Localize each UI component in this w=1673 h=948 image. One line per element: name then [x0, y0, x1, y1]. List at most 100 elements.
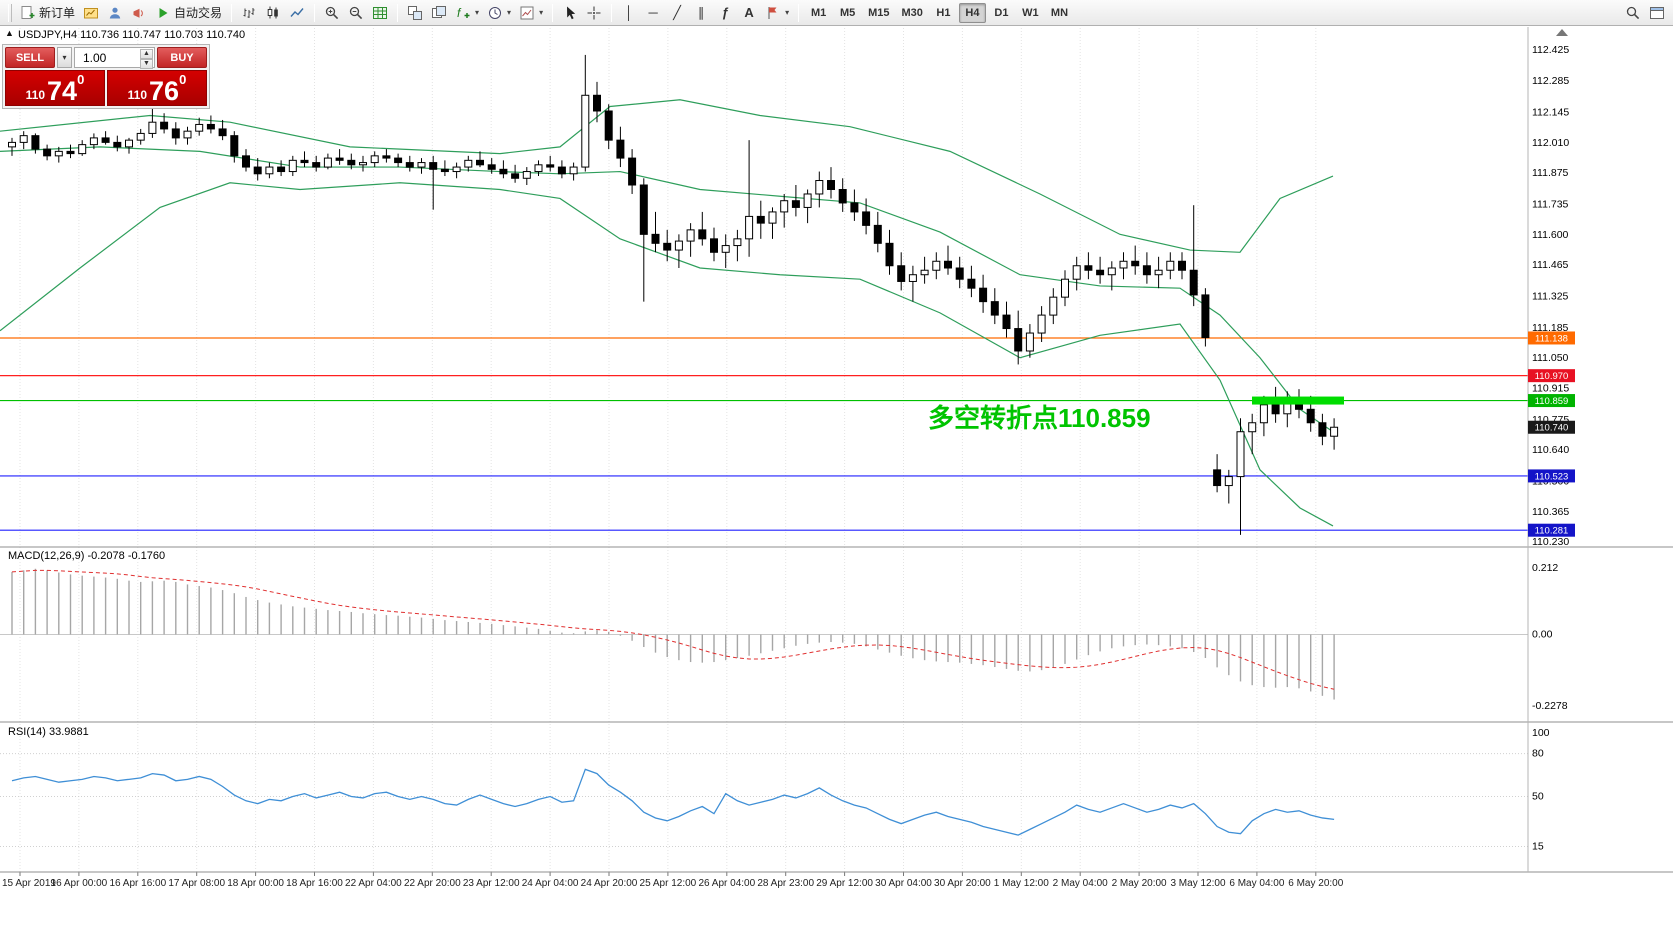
- timeframe-button-h1[interactable]: H1: [936, 6, 951, 19]
- candle-bearish: [1014, 328, 1023, 352]
- candle-bearish: [1201, 294, 1210, 339]
- candle-bearish: [850, 202, 859, 213]
- candle-bearish: [66, 150, 75, 155]
- candle-bearish: [253, 166, 262, 175]
- candle-bullish: [417, 162, 426, 168]
- cursor-button[interactable]: [558, 2, 582, 24]
- arrow-tools-button[interactable]: ▾: [761, 2, 793, 24]
- candle-bearish: [1213, 469, 1222, 487]
- rsi-axis-label: 50: [1532, 791, 1544, 803]
- candle-bearish: [1002, 314, 1011, 330]
- volume-increase-button[interactable]: ▲: [140, 49, 153, 59]
- new-chart-button[interactable]: [79, 2, 103, 24]
- volume-input[interactable]: [75, 50, 154, 65]
- indicators-button[interactable]: f ▾: [451, 2, 483, 24]
- candle-bearish: [604, 110, 613, 141]
- toolbar-grip[interactable]: [8, 3, 12, 22]
- periods-button[interactable]: ▾: [483, 2, 515, 24]
- time-label: 30 Apr 04:00: [875, 878, 932, 889]
- timeframe-button-d1[interactable]: D1: [994, 6, 1009, 19]
- candlestick-chart-button[interactable]: [261, 2, 285, 24]
- candle-bearish: [593, 94, 601, 112]
- candle-bullish: [1072, 265, 1081, 280]
- autotrading-button[interactable]: 自动交易: [151, 2, 226, 24]
- zoom-out-button[interactable]: [344, 2, 368, 24]
- candle-bearish: [663, 242, 672, 251]
- candle-bearish: [1271, 404, 1280, 415]
- candle-bullish: [1154, 269, 1163, 276]
- timeframe-button-m5[interactable]: M5: [839, 6, 856, 19]
- bar-chart-button[interactable]: [237, 2, 261, 24]
- megaphone-icon: [133, 8, 143, 18]
- sell-price-box[interactable]: 110 74 0: [5, 70, 105, 106]
- candle-bullish: [1107, 267, 1116, 276]
- volume-field: ▲ ▼: [74, 47, 155, 69]
- fibonacci-button[interactable]: ƒ: [713, 2, 737, 24]
- candle-bullish: [89, 137, 98, 146]
- flag-icon: [768, 6, 777, 19]
- order-type-dropdown[interactable]: ▾: [57, 47, 72, 68]
- line-chart-icon: [290, 7, 304, 17]
- sell-price-pips: 74: [47, 75, 78, 106]
- price-badge-label: 110.970: [1535, 371, 1569, 382]
- crosshair-button[interactable]: [582, 2, 606, 24]
- toolbar-separator: [611, 3, 613, 22]
- price-tick-label: 112.010: [1532, 137, 1569, 149]
- timeframe-button-w1[interactable]: W1: [1022, 6, 1039, 19]
- candle-bullish: [1330, 426, 1339, 437]
- search-button[interactable]: [1621, 2, 1645, 24]
- price-tick-label: 111.735: [1532, 199, 1569, 211]
- candle-bullish: [323, 157, 332, 168]
- timeframe-button-m30[interactable]: M30: [901, 6, 923, 19]
- trendline-button[interactable]: ╱: [665, 2, 689, 24]
- one-click-collapse-arrow[interactable]: ▲: [5, 28, 14, 38]
- toolbar-separator: [798, 3, 800, 22]
- candle-bearish: [1189, 269, 1198, 296]
- line-chart-button[interactable]: [285, 2, 309, 24]
- time-label: 6 May 04:00: [1229, 878, 1284, 889]
- sell-button[interactable]: SELL: [5, 47, 55, 68]
- candle-bullish: [452, 166, 461, 173]
- toolbar-separator: [314, 3, 316, 22]
- time-label: 22 Apr 20:00: [404, 878, 461, 889]
- timeframe-button-m1[interactable]: M1: [810, 6, 827, 19]
- chart-shift-marker[interactable]: [1556, 29, 1568, 36]
- grid-button[interactable]: [368, 2, 392, 24]
- price-tick-label: 111.465: [1532, 259, 1569, 271]
- time-label: 18 Apr 16:00: [286, 878, 343, 889]
- time-label: 16 Apr 16:00: [109, 878, 166, 889]
- time-label: 3 May 12:00: [1170, 878, 1225, 889]
- timeframe-button-h4[interactable]: H4: [958, 2, 986, 23]
- window-list-button[interactable]: [1645, 2, 1669, 24]
- time-label: 29 Apr 12:00: [816, 878, 873, 889]
- candlestick-chart-icon: [267, 6, 278, 18]
- timeframe-button-m15[interactable]: M15: [868, 6, 890, 19]
- candle-bullish: [359, 162, 367, 166]
- templates-button[interactable]: ▾: [515, 2, 547, 24]
- time-label: 6 May 20:00: [1288, 878, 1343, 889]
- candle-bullish: [932, 260, 941, 271]
- new-order-button[interactable]: 新订单: [16, 2, 79, 24]
- channel-button[interactable]: ∥: [689, 2, 713, 24]
- cascade-windows-button[interactable]: [427, 2, 451, 24]
- tile-windows-button[interactable]: [403, 2, 427, 24]
- zoom-in-button[interactable]: [320, 2, 344, 24]
- buy-price-box[interactable]: 110 76 0: [107, 70, 207, 106]
- time-label: 26 Apr 04:00: [698, 878, 755, 889]
- candle-bearish: [160, 121, 169, 130]
- metaeditor-button[interactable]: [127, 2, 151, 24]
- horizontal-line-button[interactable]: ─: [641, 2, 665, 24]
- text-button[interactable]: A: [737, 2, 761, 24]
- candle-bearish: [557, 166, 566, 175]
- timeframe-button-mn[interactable]: MN: [1050, 6, 1069, 19]
- time-label: 17 Apr 08:00: [168, 878, 225, 889]
- profiles-button[interactable]: [103, 2, 127, 24]
- vertical-line-button[interactable]: │: [617, 2, 641, 24]
- volume-spinner: ▲ ▼: [140, 49, 153, 69]
- volume-decrease-button[interactable]: ▼: [140, 59, 153, 69]
- candle-bullish: [815, 180, 824, 195]
- buy-button[interactable]: BUY: [157, 47, 207, 68]
- price-tick-label: 111.185: [1532, 322, 1569, 334]
- macd-signal-line: [11, 569, 1335, 690]
